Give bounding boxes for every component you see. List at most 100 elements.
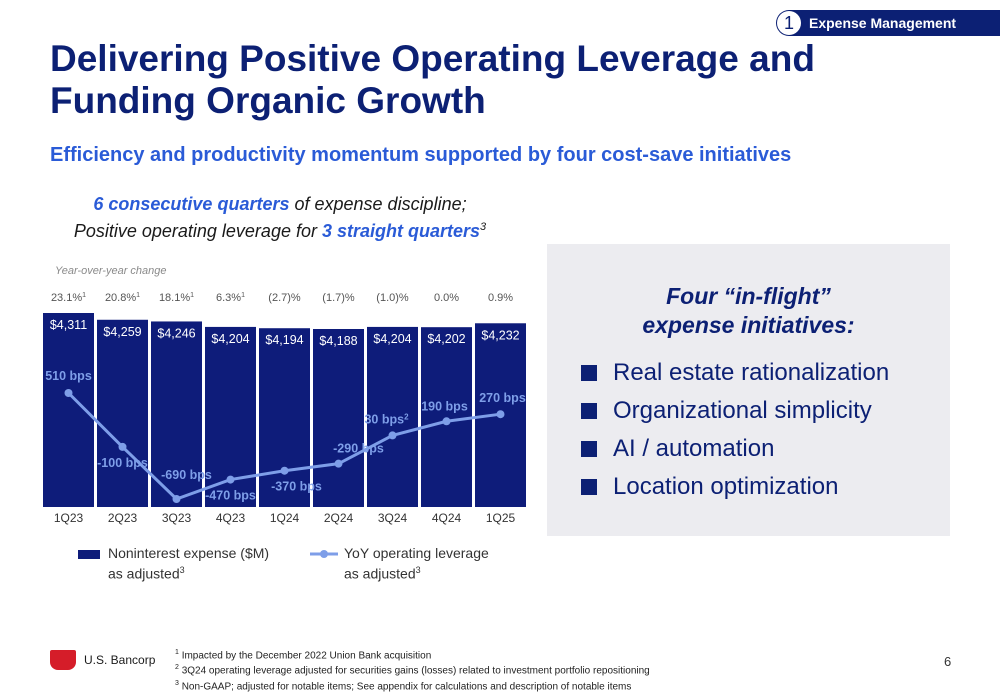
page-subtitle: Efficiency and productivity momentum sup…: [50, 144, 792, 166]
x-tick-label: 4Q23: [216, 511, 246, 525]
square-bullet-icon: [581, 479, 597, 495]
yoy-change-label: 20.8%1: [105, 292, 140, 304]
operating-leverage-point: [280, 466, 289, 475]
bar-value-label: $4,204: [211, 332, 249, 346]
leverage-footnote-sup: 2: [404, 412, 409, 421]
yoy-change-label: 6.3%1: [216, 292, 245, 304]
company-logo: U.S. Bancorp: [50, 650, 155, 670]
callout-emph-1: 6 consecutive quarters: [93, 194, 290, 214]
leverage-value-label: 190 bps: [421, 399, 468, 413]
initiative-item: Real estate rationalization: [581, 359, 889, 387]
yoy-change-label: 0.9%: [488, 292, 513, 304]
footnote-sup: 1: [175, 649, 179, 656]
operating-leverage-point: [388, 431, 397, 440]
section-tag: 1 Expense Management: [776, 10, 1000, 36]
yoy-footnote-sup: 1: [82, 292, 86, 299]
operating-leverage-point: [64, 389, 73, 397]
expense-bar: [421, 327, 472, 507]
bar-value-label: $4,188: [319, 334, 357, 348]
yoy-change-label: (2.7)%: [268, 292, 301, 304]
footnote-text: Non-GAAP; adjusted for notable items; Se…: [181, 680, 632, 692]
initiative-item: Organizational simplicity: [581, 397, 872, 425]
leverage-value-label: -290 bps: [333, 442, 384, 456]
legend-line-swatch: [310, 550, 338, 558]
bar-value-label: $4,204: [373, 332, 411, 346]
leverage-value-label: -690 bps: [161, 468, 212, 482]
operating-leverage-point: [442, 417, 451, 426]
footnote: 3 Non-GAAP; adjusted for notable items; …: [175, 678, 650, 693]
legend-line: YoY operating leverage as adjusted3: [310, 545, 489, 583]
yoy-change-label: 18.1%1: [159, 292, 194, 304]
operating-leverage-point: [118, 442, 127, 451]
page-number: 6: [944, 654, 952, 669]
footnote-sup: 3: [175, 679, 179, 687]
yoy-change-label: 0.0%: [434, 292, 459, 304]
section-label: Expense Management: [809, 15, 957, 31]
bar-value-label: $4,246: [157, 326, 195, 340]
operating-leverage-point: [226, 475, 235, 484]
initiative-label: Organizational simplicity: [613, 397, 872, 424]
legend-bar-label-1: Noninterest expense ($M): [108, 545, 270, 561]
callout-text-1: of expense discipline;: [289, 194, 467, 214]
square-bullet-icon: [581, 441, 597, 457]
yoy-change-label: 23.1%1: [51, 292, 86, 304]
bar-value-label: $4,194: [265, 333, 303, 347]
legend-bar: Noninterest expense ($M) as adjusted3: [78, 545, 269, 583]
square-bullet-icon: [581, 365, 597, 381]
x-tick-label: 1Q23: [54, 511, 84, 525]
x-tick-label: 3Q23: [162, 511, 192, 525]
callout-sup: 3: [480, 221, 487, 233]
initiative-label: Location optimization: [613, 473, 839, 500]
leverage-value-label: 510 bps: [45, 369, 92, 383]
yoy-change-label: (1.0)%: [376, 292, 409, 304]
leverage-value-label: -470 bps: [205, 489, 256, 503]
footnotes: 1 Impacted by the December 2022 Union Ba…: [175, 647, 650, 693]
logo-text: U.S. Bancorp: [84, 653, 156, 667]
expense-bar: [151, 321, 202, 507]
x-tick-label: 2Q24: [324, 511, 354, 525]
expense-bar: [367, 326, 418, 507]
x-tick-label: 1Q24: [270, 511, 300, 525]
initiative-item: Location optimization: [581, 473, 838, 501]
leverage-value-label: -100 bps: [97, 456, 148, 470]
square-bullet-icon: [581, 403, 597, 419]
expense-bar: [313, 329, 364, 507]
legend-line-label-1: YoY operating leverage: [344, 545, 489, 561]
legend-bar-sup: 3: [179, 565, 185, 575]
leverage-value-label: 270 bps: [479, 391, 526, 405]
initiative-item: AI / automation: [581, 435, 774, 463]
legend-line-sup: 3: [415, 565, 421, 575]
x-tick-label: 3Q24: [378, 511, 408, 525]
bar-value-label: $4,311: [50, 318, 87, 332]
x-tick-label: 1Q25: [486, 511, 516, 525]
legend-line-label-2: as adjusted: [344, 565, 416, 582]
operating-leverage-point: [172, 495, 181, 503]
section-number: 1: [777, 11, 801, 35]
yoy-footnote-sup: 1: [136, 292, 140, 299]
shield-logo-icon: [50, 650, 76, 670]
operating-leverage-point: [496, 410, 505, 419]
expense-bar: [259, 328, 310, 507]
legend-bar-label-2: as adjusted: [108, 565, 180, 582]
initiative-label: AI / automation: [613, 435, 775, 462]
panel-title-line-1: Four “in-flight”: [666, 283, 831, 309]
callout: 6 consecutive quarters of expense discip…: [50, 193, 510, 243]
yoy-footnote-sup: 1: [241, 292, 245, 299]
yoy-header: Year-over-year change: [55, 265, 167, 277]
footnote-text: 3Q24 operating leverage adjusted for sec…: [181, 665, 650, 677]
footnote-text: Impacted by the December 2022 Union Bank…: [181, 650, 432, 662]
footnote-sup: 2: [175, 664, 179, 672]
bar-value-label: $4,202: [427, 332, 465, 346]
initiative-label: Real estate rationalization: [613, 359, 890, 386]
footnote: 2 3Q24 operating leverage adjusted for s…: [175, 662, 650, 677]
expense-bar: [97, 319, 148, 507]
operating-leverage-point: [334, 459, 343, 468]
panel-title-line-2: expense initiatives:: [642, 312, 855, 338]
yoy-footnote-sup: 1: [190, 292, 194, 299]
legend-bar-swatch: [78, 550, 100, 559]
initiatives-panel: Four “in-flight” expense initiatives: Re…: [547, 244, 950, 536]
leverage-value-label: 30 bps2: [364, 412, 409, 426]
leverage-value-label: -370 bps: [271, 480, 322, 494]
footnote: 1 Impacted by the December 2022 Union Ba…: [175, 647, 650, 662]
yoy-change-label: (1.7)%: [322, 292, 355, 304]
